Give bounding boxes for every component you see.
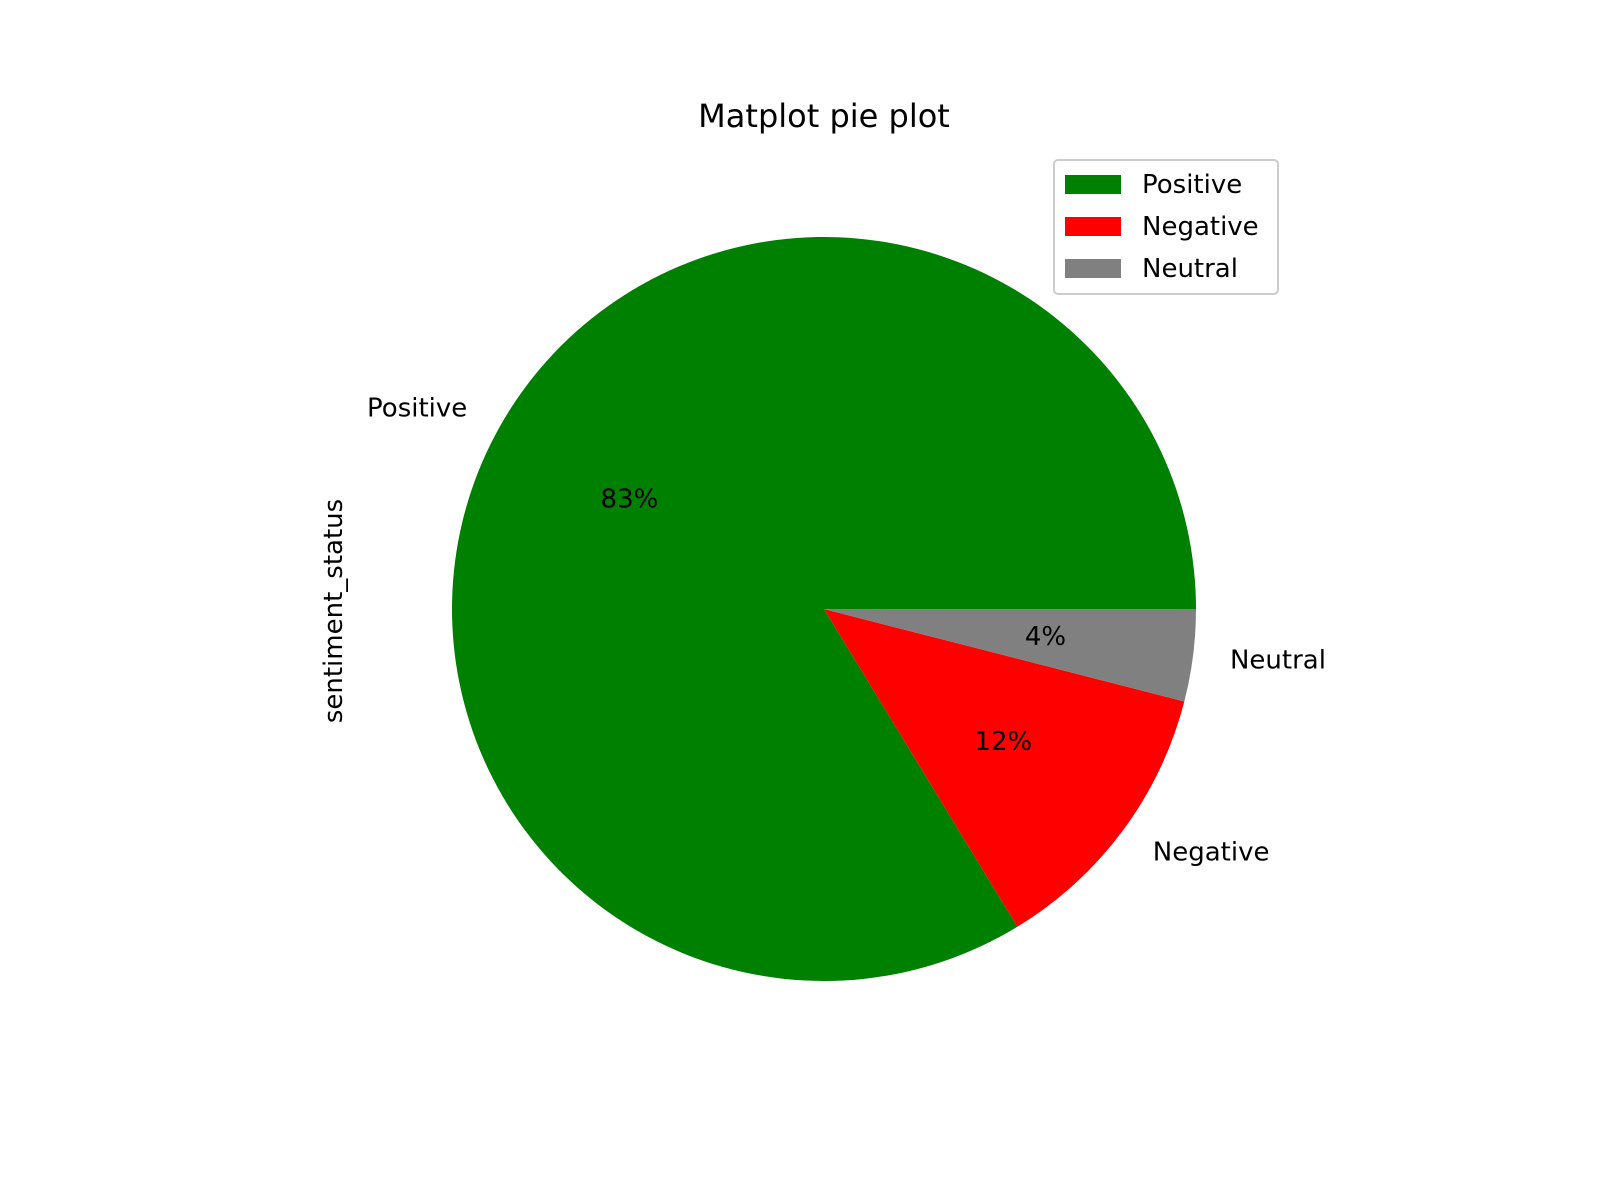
legend-swatch-neutral [1065,259,1121,278]
slice-label-positive: Positive [367,393,467,423]
slice-percent-neutral: 4% [1025,622,1066,652]
slice-label-negative: Negative [1153,838,1270,868]
pie-slice-negative [824,609,1185,927]
chart-title: Matplot pie plot [698,97,950,135]
slice-percent-positive: 83% [601,485,659,515]
pie-slice-labels: Positive 83% Negative 12% Neutral 4% [367,393,1326,867]
y-axis-label: sentiment_status [319,499,349,723]
legend-swatch-negative [1065,217,1121,236]
pie-slice-neutral [824,609,1196,702]
pie-slice-positive [452,237,1196,982]
legend-label-positive: Positive [1142,170,1242,200]
legend-swatch-positive [1065,175,1121,194]
legend: Positive Negative Neutral [1053,159,1279,295]
legend-label-negative: Negative [1142,212,1259,242]
slice-label-neutral: Neutral [1230,645,1326,675]
legend-label-neutral: Neutral [1142,254,1238,284]
pie-slices [452,237,1196,982]
slice-percent-negative: 12% [974,727,1032,757]
